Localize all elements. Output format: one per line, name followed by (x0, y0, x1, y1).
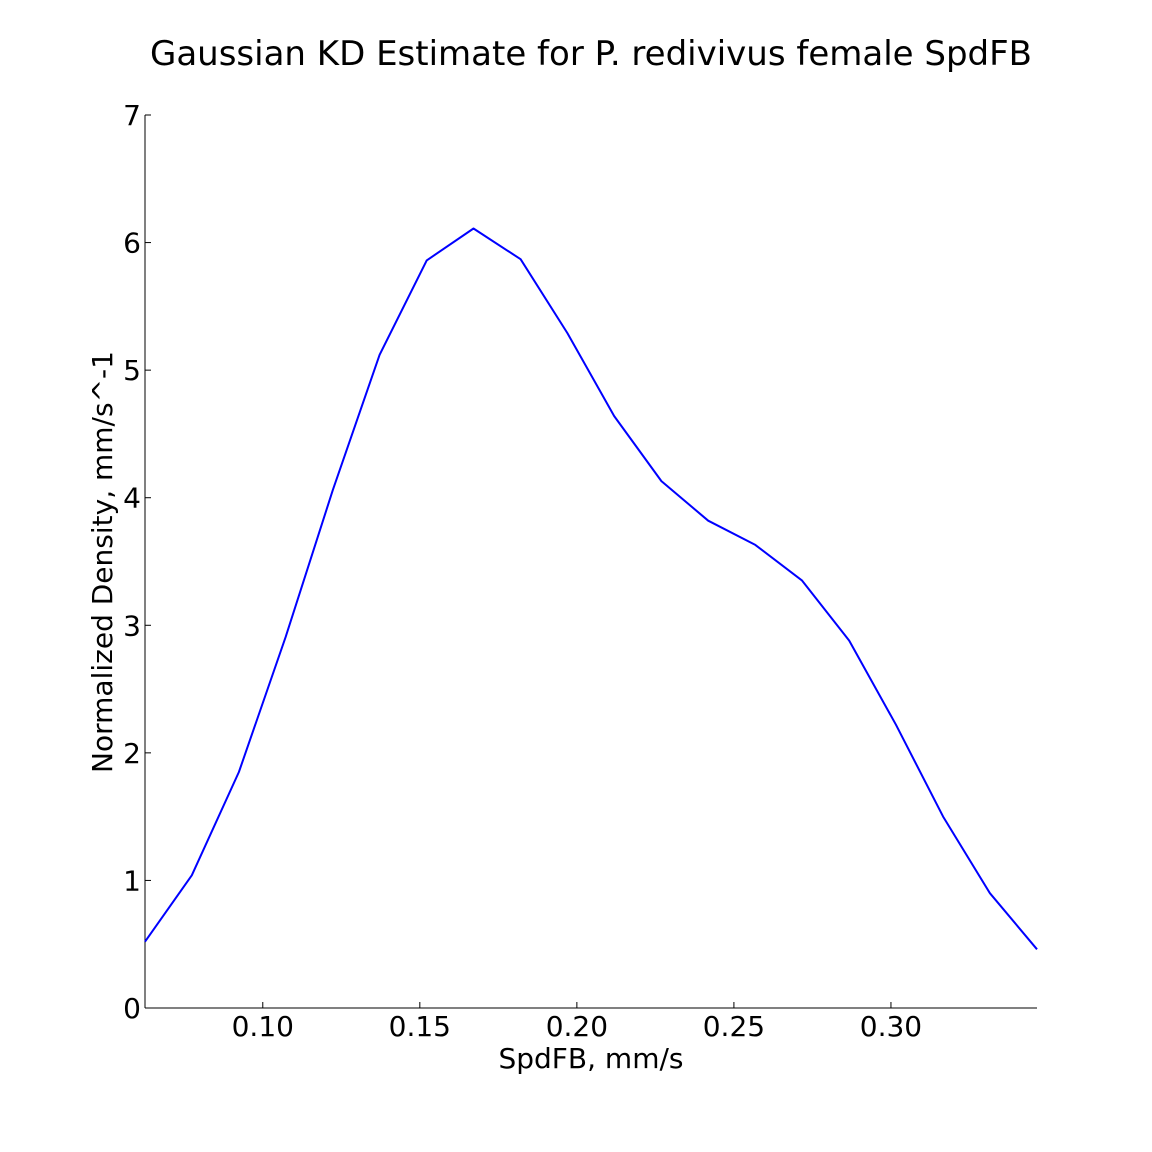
x-axis-label: SpdFB, mm/s (498, 1042, 683, 1075)
series-line-0 (144, 227, 1038, 950)
y-tick-label: 3 (123, 609, 141, 642)
y-tick-label: 7 (123, 99, 141, 132)
x-tick-label: 0.10 (232, 1010, 294, 1043)
y-tick-label: 0 (123, 992, 141, 1025)
y-tick-label: 4 (123, 482, 141, 515)
x-tick-label: 0.30 (860, 1010, 922, 1043)
y-axis-label: Normalized Density, mm/s^-1 (86, 351, 119, 773)
x-tick-label: 0.25 (703, 1010, 765, 1043)
x-tick-label: 0.15 (389, 1010, 451, 1043)
y-tick-label: 1 (123, 864, 141, 897)
x-tick-label: 0.20 (546, 1010, 608, 1043)
y-tick-label: 2 (123, 737, 141, 770)
plot-area: 0 1 2 3 4 5 6 7 0.10 0.15 0.20 0.25 0.30 (123, 99, 1038, 1043)
chart-title: Gaussian KD Estimate for P. redivivus fe… (150, 34, 1032, 74)
y-tick-label: 5 (123, 354, 141, 387)
y-tick-label: 6 (123, 227, 141, 260)
